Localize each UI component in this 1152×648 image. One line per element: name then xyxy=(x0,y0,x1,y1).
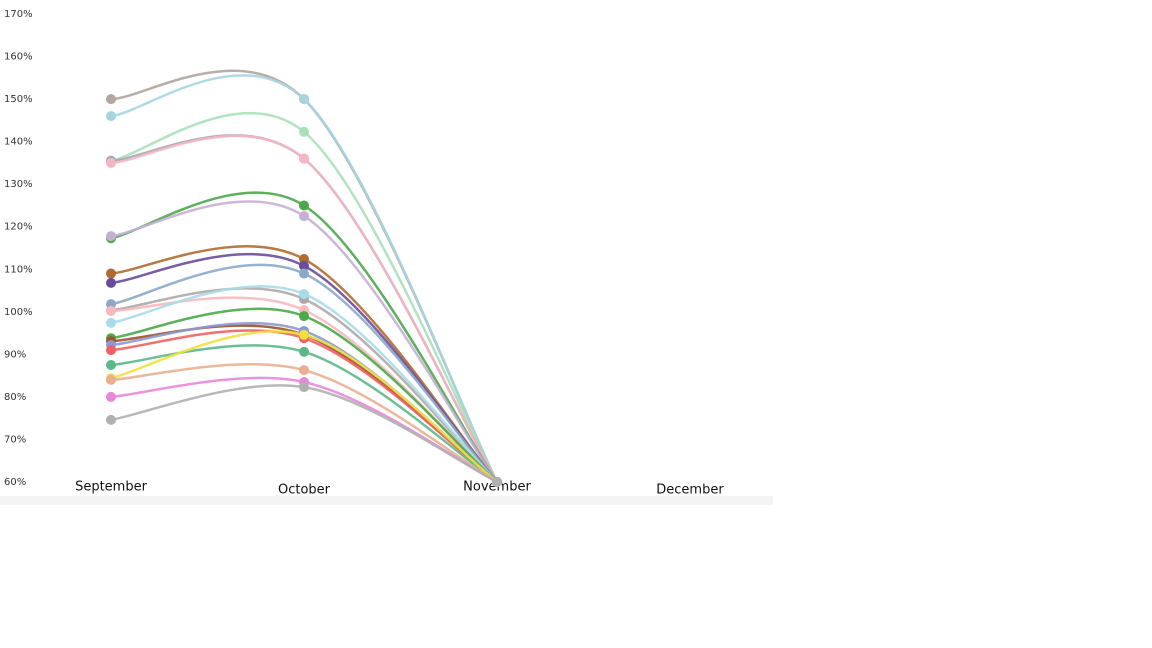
y-tick-label: 140% xyxy=(4,137,33,148)
y-tick-label: 60% xyxy=(4,477,26,488)
point xyxy=(106,360,116,370)
point xyxy=(106,414,116,425)
point xyxy=(106,94,116,105)
point xyxy=(299,382,309,393)
point xyxy=(299,268,309,279)
y-tick-label: 160% xyxy=(4,52,33,63)
point xyxy=(106,345,116,356)
series-line xyxy=(110,74,499,483)
point xyxy=(299,329,309,340)
point xyxy=(299,288,309,299)
series-line xyxy=(110,111,499,483)
point xyxy=(299,211,309,222)
series-line xyxy=(110,191,499,483)
point xyxy=(299,365,309,376)
y-tick-label: 90% xyxy=(4,349,26,360)
point xyxy=(106,111,116,122)
y-tick-label: 100% xyxy=(4,307,33,318)
point xyxy=(299,260,309,271)
point xyxy=(299,126,309,137)
point xyxy=(299,346,309,357)
point xyxy=(299,153,309,164)
point xyxy=(106,231,116,242)
point xyxy=(299,311,309,322)
point xyxy=(299,94,309,105)
point xyxy=(492,477,502,487)
series-line xyxy=(110,200,499,483)
series-line xyxy=(110,134,499,483)
y-tick-label: 170% xyxy=(4,9,33,20)
point xyxy=(106,268,116,279)
point xyxy=(106,317,116,328)
x-tick-label: November xyxy=(463,480,531,495)
y-tick-label: 70% xyxy=(4,434,26,445)
point xyxy=(106,374,116,385)
x-tick-label: September xyxy=(75,480,148,495)
point xyxy=(106,277,116,288)
point xyxy=(106,391,116,402)
series-line xyxy=(110,263,498,483)
y-tick-label: 110% xyxy=(4,264,33,275)
x-tick-label: December xyxy=(656,483,724,498)
y-tick-label: 120% xyxy=(4,222,33,233)
y-tick-label: 80% xyxy=(4,392,26,403)
y-tick-label: 150% xyxy=(4,94,33,105)
y-tick-label: 130% xyxy=(4,179,33,190)
point xyxy=(106,305,116,316)
point xyxy=(106,157,116,168)
x-tick-label: October xyxy=(278,483,331,498)
point xyxy=(299,200,309,211)
scroll-strip xyxy=(0,496,773,505)
